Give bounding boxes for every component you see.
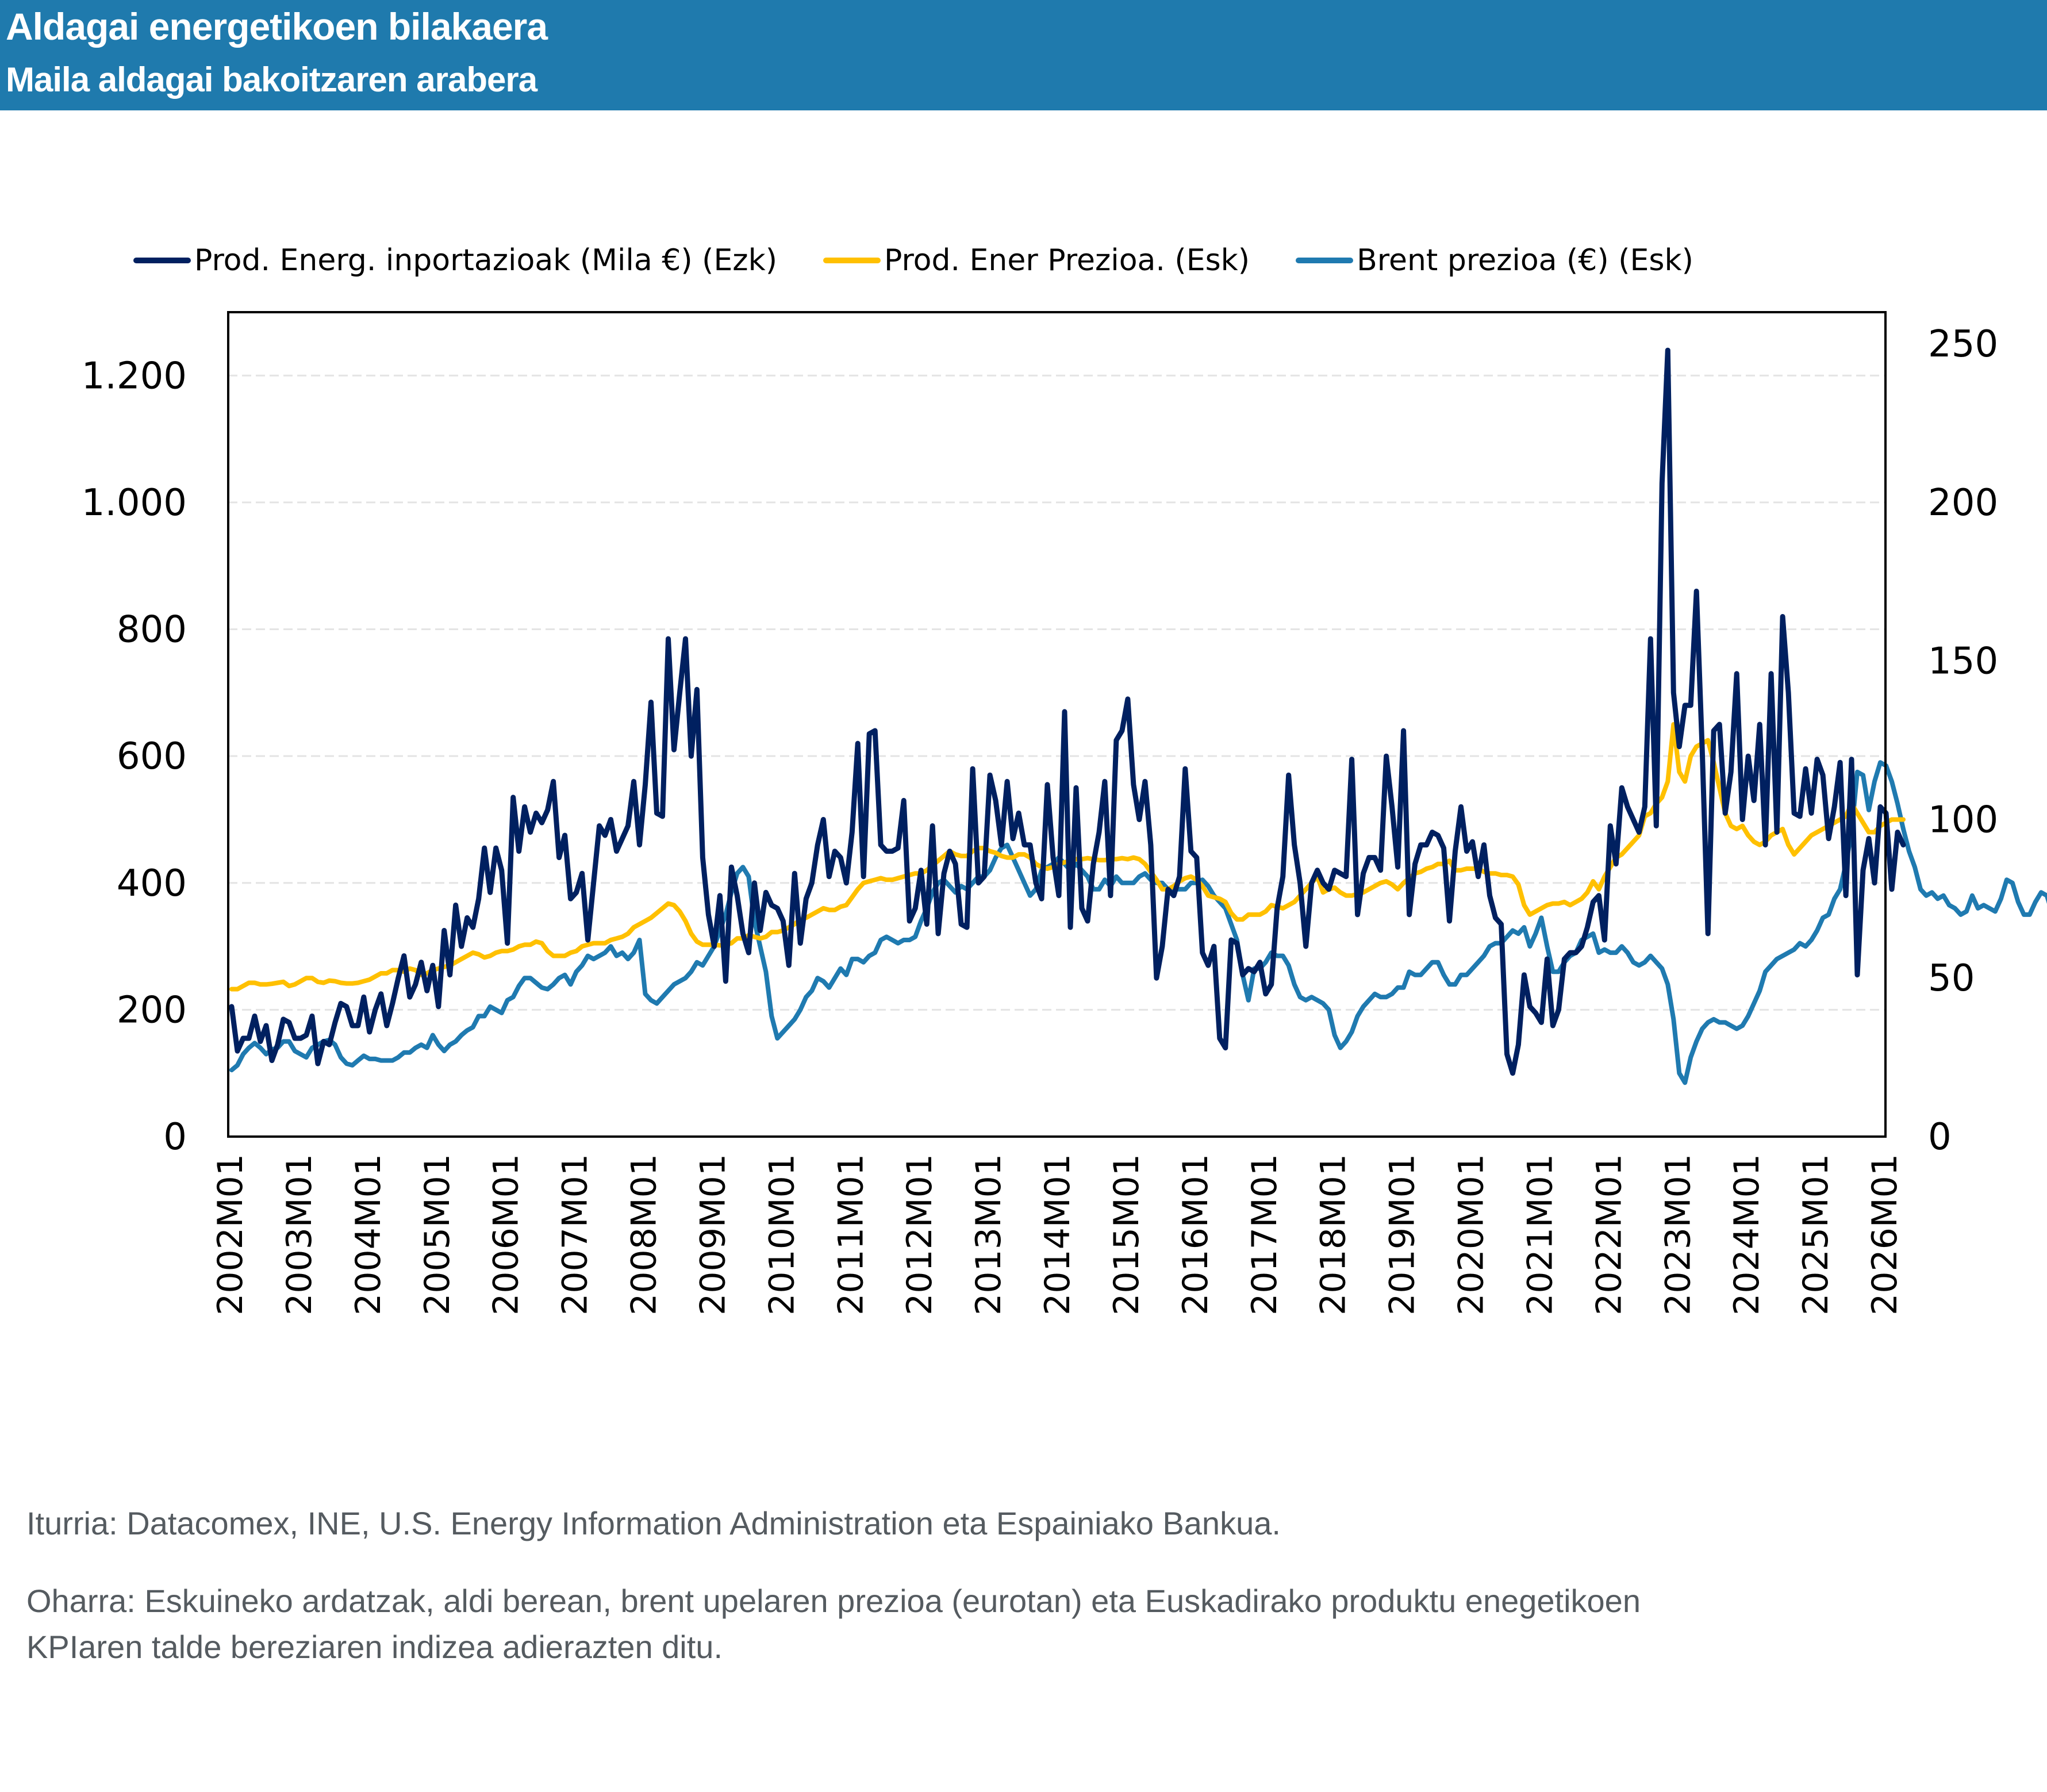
x-tick-label: 2018M01 [1314,1154,1354,1315]
x-tick-label: 2003M01 [279,1154,320,1315]
x-tick-label: 2019M01 [1382,1154,1423,1315]
series-lines [229,347,2047,1085]
chart-title: Aldagai energetikoen bilakaera [6,5,548,48]
legend-item-imports: Prod. Energ. inportazioak (Mila €) (Ezk) [133,243,777,278]
x-tick-label: 2009M01 [693,1154,733,1315]
series-line-0 [229,347,1906,1076]
x-tick-label: 2013M01 [969,1154,1009,1315]
x-axis: 2002M01 2003M01 2004M01 2005M01 2006M01 2007M… [210,1154,1905,1315]
x-tick-label: 2014M01 [1038,1154,1078,1315]
x-tick-label: 2024M01 [1727,1154,1767,1315]
axis-note: Oharra: Eskuineko ardatzak, aldi berean,… [26,1578,1641,1670]
legend-swatch-brent [1296,258,1354,263]
x-tick-label: 2004M01 [348,1154,389,1315]
x-tick-label: 2007M01 [555,1154,596,1315]
y-right-tick-label: 100 [1928,799,1998,841]
x-tick-label: 2006M01 [486,1154,527,1315]
legend-label-energy-price: Prod. Ener Prezioa. (Esk) [884,243,1250,278]
axis-note-line-1: Oharra: Eskuineko ardatzak, aldi berean,… [26,1583,1641,1619]
y-right-tick-label: 250 [1928,323,1998,366]
chart-header: Aldagai energetikoen bilakaera Maila ald… [0,0,2047,110]
x-tick-label: 2020M01 [1451,1154,1492,1315]
legend-item-energy-price: Prod. Ener Prezioa. (Esk) [823,243,1250,278]
y-right-tick-label: 0 [1928,1116,1952,1158]
x-tick-label: 2005M01 [417,1154,458,1315]
x-tick-label: 2010M01 [762,1154,802,1315]
y-axis-left: 0 200 400 600 800 1.000 1.200 [82,355,187,1158]
x-tick-label: 2012M01 [900,1154,940,1315]
chart-legend: Prod. Energ. inportazioak (Mila €) (Ezk)… [133,240,1739,281]
y-left-tick-label: 400 [117,862,187,905]
x-tick-label: 2002M01 [210,1154,251,1315]
x-tick-label: 2008M01 [624,1154,665,1315]
plot-frame [227,311,1887,1138]
y-left-tick-label: 0 [163,1116,187,1158]
chart-subtitle: Maila aldagai bakoitzaren arabera [6,60,537,99]
y-right-tick-label: 200 [1928,482,1998,524]
y-axis-right: 0 50 100 150 200 250 [1928,323,1998,1158]
legend-item-brent: Brent prezioa (€) (Esk) [1296,243,1693,278]
legend-swatch-imports [133,258,191,263]
axis-note-line-2: KPIaren talde bereziaren indizea adieraz… [26,1629,723,1665]
x-tick-label: 2016M01 [1176,1154,1216,1315]
y-left-tick-label: 800 [117,609,187,651]
x-tick-label: 2026M01 [1865,1154,1905,1315]
x-tick-label: 2023M01 [1658,1154,1698,1315]
legend-swatch-energy-price [823,258,881,263]
y-right-tick-label: 150 [1928,640,1998,683]
legend-label-imports: Prod. Energ. inportazioak (Mila €) (Ezk) [194,243,777,278]
y-right-tick-label: 50 [1928,957,1975,1000]
y-left-tick-label: 1.000 [82,482,187,524]
y-left-tick-label: 1.200 [82,355,187,397]
x-tick-label: 2015M01 [1107,1154,1147,1315]
legend-label-brent: Brent prezioa (€) (Esk) [1357,243,1693,278]
x-tick-label: 2025M01 [1796,1154,1836,1315]
y-left-tick-label: 600 [117,735,187,778]
x-tick-label: 2011M01 [831,1154,871,1315]
source-note: Iturria: Datacomex, INE, U.S. Energy Inf… [26,1505,1281,1541]
header-divider [0,110,2047,113]
x-tick-label: 2022M01 [1589,1154,1629,1315]
x-tick-label: 2017M01 [1245,1154,1285,1315]
x-tick-label: 2021M01 [1520,1154,1560,1315]
y-left-tick-label: 200 [117,989,187,1031]
